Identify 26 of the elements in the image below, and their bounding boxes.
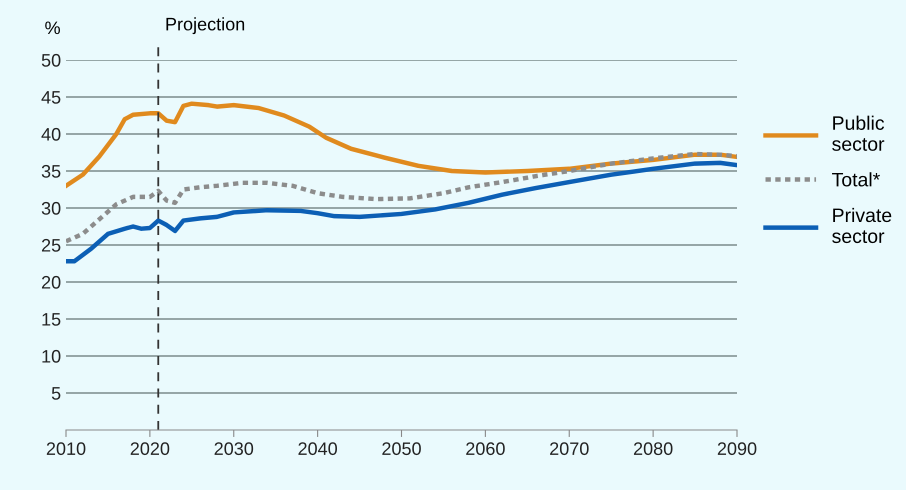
line-series (66, 160, 737, 264)
y-tick-label: 45 (41, 91, 60, 104)
legend-label: Private sector (832, 208, 892, 244)
x-tick-label: 2080 (634, 442, 673, 456)
y-tick-label: 40 (41, 128, 60, 141)
y-tick-label: 10 (42, 350, 60, 363)
x-tick-label: 2020 (130, 442, 170, 456)
x-tick-label: 2030 (214, 442, 254, 456)
y-tick-label: 15 (42, 313, 60, 326)
y-tick-label: 50 (42, 54, 60, 67)
y-tick-label: 20 (42, 276, 60, 289)
line-series (66, 152, 737, 244)
legend-label: Public sector (832, 116, 884, 151)
x-tick-label: 2040 (298, 442, 338, 456)
x-tick-label: 2090 (718, 442, 756, 456)
ref-line-label: Projection (166, 17, 244, 34)
legend-label: Total* (832, 172, 880, 187)
x-tick-label: 2050 (382, 442, 421, 456)
y-tick-label: 25 (42, 238, 60, 252)
x-tick-label: 2060 (466, 442, 505, 456)
y-tick-label: 35 (42, 164, 60, 178)
y-tick-label: 5 (52, 387, 60, 400)
x-tick-label: 2070 (550, 442, 589, 456)
x-tick-label: 2010 (46, 442, 86, 456)
y-tick-label: 30 (42, 202, 60, 215)
y-axis-title: % (45, 22, 60, 34)
